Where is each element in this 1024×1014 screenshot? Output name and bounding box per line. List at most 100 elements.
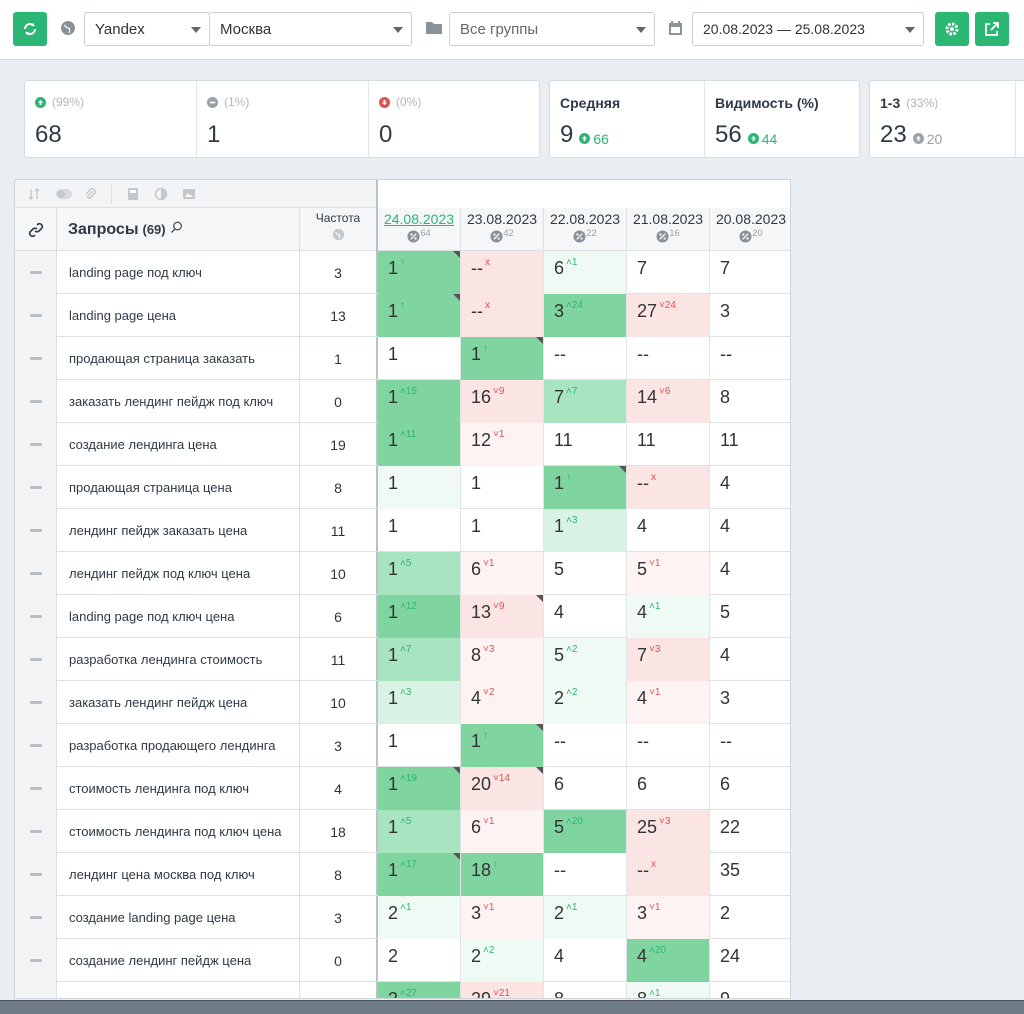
position-cell[interactable]: 6	[627, 767, 710, 810]
row-toggle[interactable]	[15, 767, 57, 810]
position-cell[interactable]: 2 ˄1	[544, 896, 627, 939]
position-cell[interactable]: 8 ˄1	[627, 982, 710, 998]
toggle-icon[interactable]	[55, 187, 72, 201]
position-cell[interactable]: 4	[544, 595, 627, 638]
position-cell[interactable]: 1 ˄7	[378, 638, 461, 681]
position-cell[interactable]: 5 ˄20	[544, 810, 627, 853]
position-cell[interactable]: 7	[710, 251, 790, 294]
position-cell[interactable]: 5	[544, 552, 627, 595]
position-cell[interactable]: 6	[710, 767, 790, 810]
position-cell[interactable]: 20 ˅14	[461, 767, 544, 810]
date-column-header[interactable]: 21.08.2023 16	[627, 208, 710, 251]
position-cell[interactable]: 1 ˄19	[378, 767, 461, 810]
table-row[interactable]: заказать лендинг пейдж под ключ 0 1 ˄15 16 ˅9…	[15, 380, 790, 423]
position-cell[interactable]: --	[544, 337, 627, 380]
position-cell[interactable]: 14 ˅6	[627, 380, 710, 423]
table-row[interactable]: разработка лендинга стоимость 11 1 ˄7 8 ˅3 5 ˄2…	[15, 638, 790, 681]
position-cell[interactable]: 7 ˅3	[627, 638, 710, 681]
row-toggle[interactable]	[15, 939, 57, 982]
position-cell[interactable]: 6	[544, 767, 627, 810]
engine-select[interactable]: Yandex	[84, 12, 210, 46]
row-toggle[interactable]	[15, 251, 57, 294]
position-cell[interactable]: 8 ˅3	[461, 638, 544, 681]
position-cell[interactable]: --	[627, 724, 710, 767]
position-cell[interactable]: 1	[378, 724, 461, 767]
position-cell[interactable]: 1	[378, 337, 461, 380]
row-toggle[interactable]	[15, 552, 57, 595]
position-cell[interactable]: 1 ↑	[378, 294, 461, 337]
row-toggle[interactable]	[15, 294, 57, 337]
row-toggle[interactable]	[15, 638, 57, 681]
position-cell[interactable]: 7	[627, 251, 710, 294]
table-row[interactable]: стоимость лендинга под ключ цена 18 1 ˄5 6 ˅1…	[15, 810, 790, 853]
position-cell[interactable]: 8	[710, 380, 790, 423]
position-cell[interactable]: 4	[710, 509, 790, 552]
table-row[interactable]: landing page под ключ 3 1 ↑ -- x 6 ˄1 7 7	[15, 251, 790, 294]
table-row[interactable]: лендинг пейдж под ключ цена 10 1 ˄5 6 ˅1 5 5 ˅1 4	[15, 552, 790, 595]
row-toggle[interactable]	[15, 509, 57, 552]
table-row[interactable]: стоимость лендинга под ключ 4 1 ˄19 20 ˅14 6 6 6	[15, 767, 790, 810]
contrast-icon[interactable]	[154, 187, 168, 201]
position-cell[interactable]: 9	[710, 982, 790, 998]
position-cell[interactable]: 2 ˄1	[378, 896, 461, 939]
row-toggle[interactable]	[15, 724, 57, 767]
position-cell[interactable]: 24	[710, 939, 790, 982]
position-cell[interactable]: --	[544, 724, 627, 767]
table-row[interactable]: landing page цена 13 1 ↑ -- x 3 ˄24 27 ˅24 3	[15, 294, 790, 337]
position-cell[interactable]: 11	[627, 423, 710, 466]
position-cell[interactable]: 1 ˄12	[378, 595, 461, 638]
position-cell[interactable]: 1 ˄15	[378, 380, 461, 423]
date-range-select[interactable]: 20.08.2023 — 25.08.2023	[692, 12, 924, 46]
position-cell[interactable]: 22	[710, 810, 790, 853]
settings-button[interactable]	[935, 12, 969, 46]
position-cell[interactable]: 2 ˄27	[378, 982, 461, 998]
row-toggle[interactable]	[15, 423, 57, 466]
row-toggle[interactable]	[15, 896, 57, 939]
table-row[interactable]: создание лендинга цена 19 1 ˄11 12 ˅1 11 11 11	[15, 423, 790, 466]
position-cell[interactable]: 3 ˅1	[461, 896, 544, 939]
position-cell[interactable]: 18 ↑	[461, 853, 544, 896]
position-cell[interactable]: 2 ˄2	[461, 939, 544, 982]
position-cell[interactable]: 4 ˅2	[461, 681, 544, 724]
position-cell[interactable]: 13 ˅9	[461, 595, 544, 638]
position-cell[interactable]: 1 ˄5	[378, 810, 461, 853]
table-row[interactable]: landing page под ключ цена 6 1 ˄12 13 ˅9 4 4 ˄1 5	[15, 595, 790, 638]
position-cell[interactable]: 1 ↑	[544, 466, 627, 509]
position-cell[interactable]: --	[544, 853, 627, 896]
position-cell[interactable]: 8	[544, 982, 627, 998]
table-row[interactable]: лендинг цена москва под ключ 8 1 ˄17 18 ↑ -- --…	[15, 853, 790, 896]
table-row[interactable]: лендинг пейдж заказать цена 11 1 1 1 ˄3 4 4	[15, 509, 790, 552]
frequency-header[interactable]: Частота	[300, 208, 376, 251]
link-icon[interactable]	[15, 208, 57, 251]
position-cell[interactable]: 4 ˅1	[627, 681, 710, 724]
position-cell[interactable]: --	[627, 337, 710, 380]
position-cell[interactable]: 3	[710, 681, 790, 724]
position-cell[interactable]: 5 ˅1	[627, 552, 710, 595]
position-cell[interactable]: 1 ˄3	[378, 681, 461, 724]
position-cell[interactable]: -- x	[461, 294, 544, 337]
position-cell[interactable]: 4	[710, 638, 790, 681]
table-row[interactable]: заказать лендинг пейдж цена 10 1 ˄3 4 ˅2 2 ˄2 4 ˅…	[15, 681, 790, 724]
refresh-button[interactable]	[13, 12, 47, 46]
date-column-header[interactable]: 24.08.2023 64	[378, 208, 461, 251]
position-cell[interactable]: 4 ˄1	[627, 595, 710, 638]
position-cell[interactable]: -- x	[627, 466, 710, 509]
export-button[interactable]	[975, 12, 1009, 46]
position-cell[interactable]: 3	[710, 294, 790, 337]
position-cell[interactable]: 3 ˄24	[544, 294, 627, 337]
position-cell[interactable]: 29 ˅21	[461, 982, 544, 998]
position-cell[interactable]: 4	[544, 939, 627, 982]
table-row[interactable]: продающая страница цена 8 1 1 1 ↑ -- x 4	[15, 466, 790, 509]
table-row[interactable]: создание лендинг пейдж цена 0 2 2 ˄2 4 4 ˄20 24	[15, 939, 790, 982]
position-cell[interactable]: 1 ↑	[378, 251, 461, 294]
position-cell[interactable]: 5 ˄2	[544, 638, 627, 681]
date-column-header[interactable]: 22.08.2023 22	[544, 208, 627, 251]
date-column-header[interactable]: 20.08.2023 20	[710, 208, 790, 251]
position-cell[interactable]: 6 ˅1	[461, 810, 544, 853]
position-cell[interactable]: 5	[710, 595, 790, 638]
query-header[interactable]: Запросы (69)	[57, 208, 300, 251]
position-cell[interactable]: -- x	[627, 853, 710, 896]
row-toggle[interactable]	[15, 982, 57, 998]
sort-icon[interactable]	[27, 187, 41, 201]
